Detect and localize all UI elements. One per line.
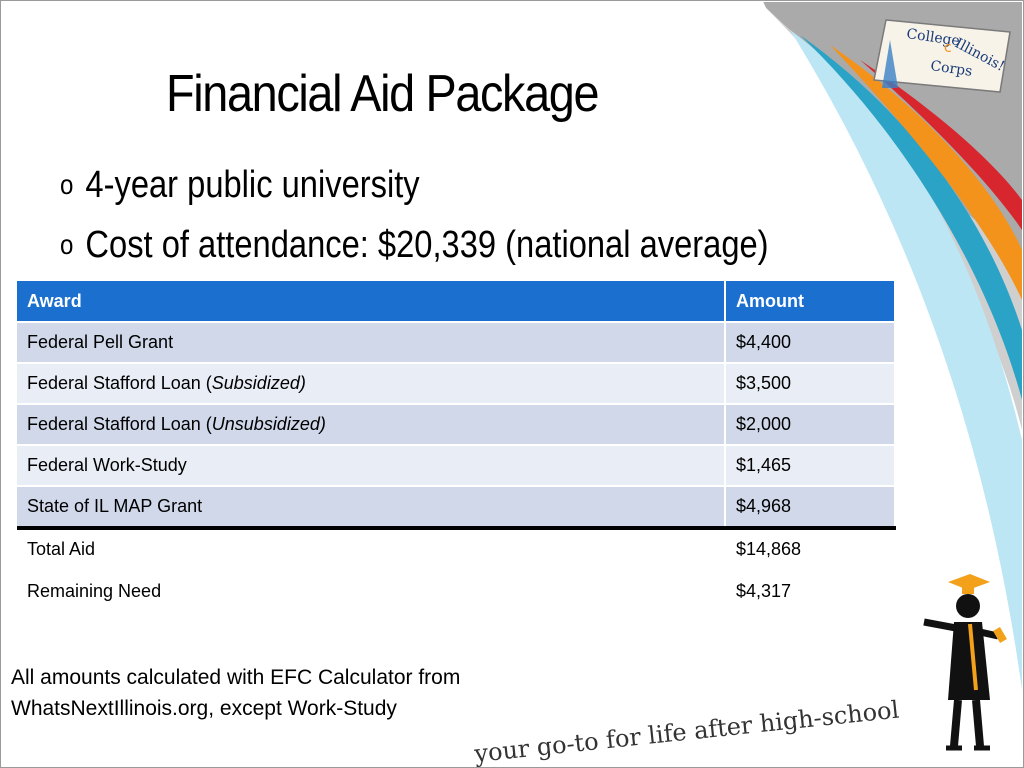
table-row: Federal Stafford Loan (Subsidized) $3,50…: [17, 362, 896, 404]
graduate-figure-illustration: [923, 574, 1007, 751]
total-aid-label: Total Aid: [17, 526, 726, 569]
table-header-row: Award Amount: [17, 281, 896, 322]
amount-cell: $2,000: [725, 403, 896, 445]
bullet-item: o 4-year public university: [60, 160, 769, 220]
table-row: Federal Pell Grant $4,400: [17, 321, 896, 363]
footnote: All amounts calculated with EFC Calculat…: [11, 662, 460, 724]
slide-title: Financial Aid Package: [166, 65, 599, 123]
award-name: Federal Stafford Loan (: [27, 373, 212, 393]
bullet-item: o Cost of attendance: $20,339 (national a…: [60, 220, 769, 280]
amount-cell: $3,500: [725, 362, 896, 404]
bullet-text: Cost of attendance: $20,339 (national av…: [85, 224, 769, 266]
award-note: Unsubsidized): [211, 414, 326, 434]
award-cell: Federal Stafford Loan (Subsidized): [17, 362, 726, 404]
award-name: Federal Pell Grant: [27, 332, 174, 352]
award-cell: Federal Work-Study: [17, 444, 726, 486]
amount-cell: $4,400: [725, 321, 896, 363]
total-aid-amount: $14,868: [725, 526, 896, 569]
bullet-text: 4-year public university: [85, 164, 420, 206]
award-note: Subsidized): [211, 373, 306, 393]
table-row: Federal Work-Study $1,465: [17, 444, 896, 486]
award-cell: Federal Stafford Loan (Unsubsidized): [17, 403, 726, 445]
remaining-need-amount: $4,317: [725, 568, 896, 612]
footnote-line: All amounts calculated with EFC Calculat…: [11, 666, 461, 689]
award-name: State of IL MAP Grant: [27, 496, 203, 516]
svg-text:c: c: [944, 40, 952, 56]
award-cell: Federal Pell Grant: [17, 321, 726, 363]
remaining-need-label: Remaining Need: [17, 568, 726, 612]
financial-aid-table: Award Amount Federal Pell Grant $4,400 F…: [17, 281, 896, 612]
hollow-bullet-icon: o: [60, 169, 74, 200]
swoosh-light: [790, 30, 1022, 690]
award-cell: State of IL MAP Grant: [17, 485, 726, 528]
logo-text-corps: Corps: [929, 58, 973, 80]
award-name: Federal Stafford Loan (: [27, 414, 212, 434]
table-row: State of IL MAP Grant $4,968: [17, 485, 896, 528]
amount-cell: $1,465: [725, 444, 896, 486]
amount-cell: $4,968: [725, 485, 896, 528]
column-header-amount: Amount: [725, 281, 896, 322]
college-illinois-corps-logo: College Illinois! Corps c: [873, 19, 1011, 93]
award-name: Federal Work-Study: [27, 455, 187, 475]
remaining-need-row: Remaining Need $4,317: [17, 568, 896, 612]
column-header-award: Award: [17, 281, 726, 322]
hollow-bullet-icon: o: [60, 229, 74, 260]
swoosh-white-edge: [757, 0, 873, 301]
bullet-list: o 4-year public university o Cost of atten…: [60, 160, 884, 280]
logo-text-college: College: [905, 26, 960, 49]
footnote-line: WhatsNextIllinois.org, except Work-Study: [11, 697, 397, 720]
total-aid-row: Total Aid $14,868: [17, 526, 896, 569]
table-row: Federal Stafford Loan (Unsubsidized) $2,…: [17, 403, 896, 445]
